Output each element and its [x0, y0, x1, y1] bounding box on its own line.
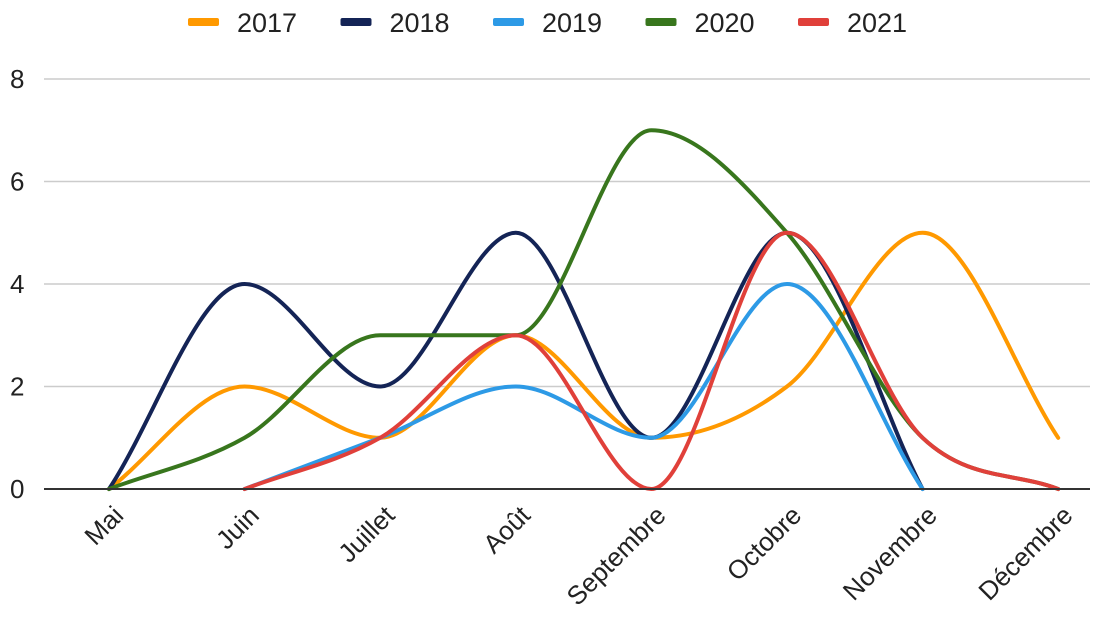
legend-swatch [493, 18, 524, 26]
x-tick-label: Août [477, 499, 537, 559]
legend-label: 2021 [847, 8, 907, 38]
legend-label: 2018 [390, 8, 450, 38]
y-tick-label: 6 [10, 167, 24, 197]
legend-swatch [645, 18, 677, 26]
x-tick-label: Décembre [972, 500, 1078, 606]
x-tick-label: Octobre [721, 500, 808, 587]
x-tick-label: Juillet [332, 499, 401, 568]
y-axis-ticks: 0 2 4 6 8 [10, 64, 24, 504]
y-tick-label: 2 [10, 372, 24, 402]
legend-label: 2019 [542, 8, 602, 38]
series-lines [107, 128, 1061, 491]
legend-swatch [340, 18, 372, 26]
legend-label: 2020 [695, 8, 755, 38]
series-line-2021 [242, 230, 1061, 491]
y-tick-label: 4 [10, 269, 24, 299]
x-tick-label: Mai [78, 500, 129, 551]
legend-swatch [798, 18, 829, 26]
series-line-2017 [107, 230, 1061, 491]
legend-swatch [188, 18, 219, 26]
x-tick-label: Novembre [837, 500, 943, 606]
series-line-2020 [107, 128, 1061, 491]
x-tick-label: Septembre [560, 500, 671, 611]
y-tick-label: 8 [10, 64, 24, 94]
legend-label: 2017 [237, 8, 297, 38]
gridlines [44, 78, 1090, 388]
legend: 2017 2018 2019 2020 2021 [188, 8, 907, 38]
x-tick-label: Juin [210, 500, 265, 555]
y-tick-label: 0 [10, 474, 24, 504]
x-axis-ticks: Mai Juin Juillet Août Septembre Octobre Novemb… [78, 499, 1078, 611]
series-line-2018 [107, 230, 925, 491]
